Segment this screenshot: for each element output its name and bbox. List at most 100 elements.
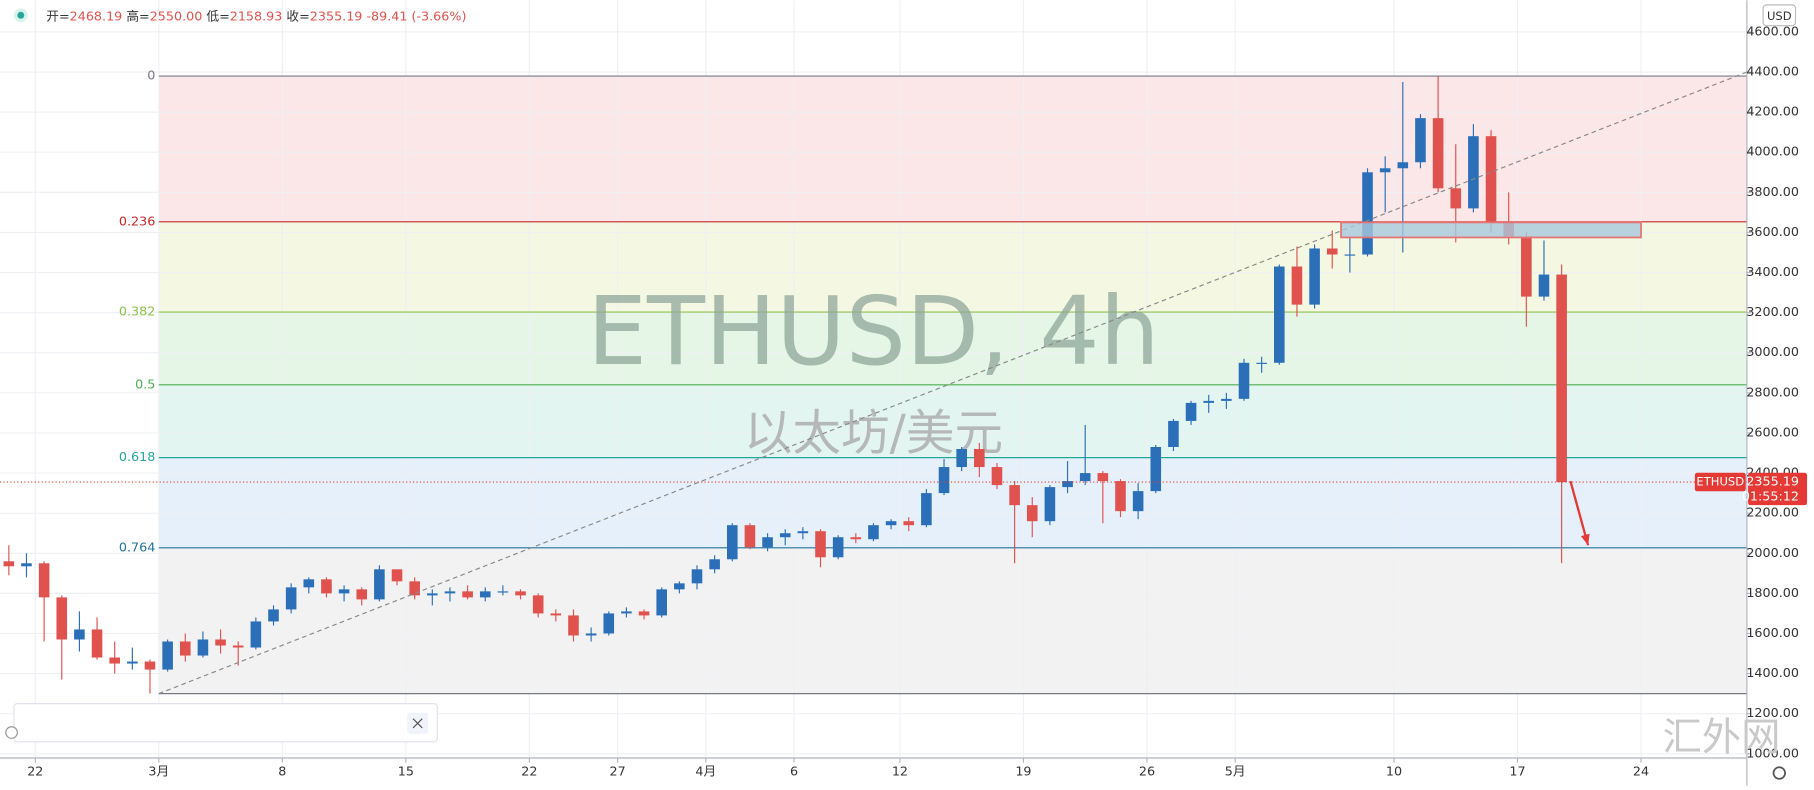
y-tick-label: 2000.00 [1746, 545, 1799, 560]
candle-body [74, 629, 85, 640]
fib-zone [158, 457, 1747, 548]
brand-watermark: 汇外网 [1662, 715, 1780, 761]
x-tick-label: 4月 [695, 763, 716, 778]
candle-body [1026, 505, 1038, 522]
candle-body [832, 537, 844, 558]
arrow [1569, 480, 1590, 546]
candle-body [179, 641, 191, 656]
candle-body [1521, 236, 1532, 297]
candle-body [532, 595, 544, 614]
x-tick-label: 3月 [148, 763, 169, 778]
candle-body [744, 525, 756, 548]
x-tick-label: 15 [398, 763, 414, 778]
candle-body [621, 611, 632, 614]
candle-body [850, 537, 862, 540]
currency-label: USD [1767, 9, 1792, 23]
y-tick-label: 1400.00 [1746, 665, 1799, 680]
y-tick-label: 3200.00 [1746, 304, 1799, 319]
header-value: 2550.00 [150, 8, 203, 23]
info-box [13, 703, 438, 743]
candle-body [1062, 481, 1073, 488]
candle-body [109, 657, 120, 664]
header-value: 2355.19 [310, 8, 363, 23]
status-dot-core [17, 11, 25, 19]
fib-zone [158, 76, 1747, 222]
candle-body [779, 533, 791, 538]
candle-body [1079, 473, 1091, 482]
settings-icon[interactable] [1772, 766, 1786, 780]
y-tick-label: 3000.00 [1746, 344, 1799, 359]
fib-lines: 0 0.236 0.382 0.5 0.618 0.764 [119, 68, 1747, 695]
x-tick-label: 12 [892, 763, 908, 778]
y-tick-label: 3800.00 [1746, 184, 1799, 199]
x-tick-label: 27 [609, 763, 625, 778]
fib-zone [158, 384, 1747, 458]
x-tick-label: 10 [1386, 763, 1402, 778]
y-tick-label: 2800.00 [1746, 384, 1799, 399]
x-tick-label: 6 [790, 763, 798, 778]
highlight-zone [1340, 221, 1642, 239]
candle-body [1203, 400, 1215, 403]
candle-body [550, 613, 562, 616]
y-tick-label: 4400.00 [1746, 64, 1799, 79]
candle-body [1132, 491, 1144, 512]
fib-label: 0.764 [119, 539, 155, 554]
candle-body [91, 629, 103, 658]
candle-body [1115, 481, 1126, 512]
header-value: 2468.19 [70, 8, 123, 23]
candle-body [885, 521, 897, 526]
candle-body [162, 641, 173, 670]
x-tick-label: 8 [278, 763, 286, 778]
fib-fills [158, 76, 1747, 694]
candle-body [938, 467, 950, 494]
candle-body [1238, 362, 1250, 399]
candle-body [921, 493, 932, 526]
candle-body [3, 561, 15, 567]
candle-body [479, 591, 491, 598]
candle-body [1450, 188, 1462, 209]
y-tick-label: 1000.00 [1746, 745, 1799, 760]
header-label: 收= [286, 8, 309, 23]
candle-body [250, 621, 262, 648]
x-tick-label: 5月 [1225, 763, 1246, 778]
candle-body [726, 525, 738, 560]
y-tick-label: 4000.00 [1746, 144, 1799, 159]
price-tag [1748, 472, 1808, 506]
candle-body [356, 589, 368, 600]
candle-body [1309, 248, 1320, 305]
candle-body [1485, 136, 1497, 223]
candle-body [603, 613, 615, 634]
candle-body [1150, 446, 1162, 492]
candle-body [1221, 398, 1232, 401]
arrow-head [1580, 533, 1590, 546]
candle-body [38, 563, 50, 598]
nav-button[interactable] [5, 726, 18, 739]
candle-body [1185, 402, 1197, 421]
candle-body [285, 587, 297, 610]
candle-body [1326, 248, 1338, 255]
watermark-title: ETHUSD, 4h [587, 277, 1160, 387]
y-tick-label: 3600.00 [1746, 224, 1799, 239]
candle-body [444, 591, 456, 594]
candle-body [709, 559, 720, 570]
y-tick-label: 3400.00 [1746, 264, 1799, 279]
header-change: -89.41 (-3.66%) [366, 8, 466, 23]
candle-body [1468, 136, 1479, 209]
x-tick-label: 26 [1139, 763, 1155, 778]
candle-body [56, 597, 68, 640]
candle-body [144, 661, 156, 670]
ohlc-header: 开=2468.19 高=2550.00 低=2158.93 收=2355.19 … [46, 8, 466, 23]
grid [0, 0, 1747, 758]
candle-body [868, 525, 879, 540]
candle-body [1379, 168, 1391, 173]
candle-body [1415, 118, 1426, 163]
candle-body [232, 645, 244, 648]
candle-body [497, 591, 509, 593]
symbol-tag [1694, 472, 1746, 492]
candle-body [691, 569, 703, 584]
header-label: 高= [126, 8, 149, 23]
fib-label: 0.236 [119, 213, 155, 228]
candle-body [462, 591, 473, 598]
candle-body [409, 581, 420, 596]
